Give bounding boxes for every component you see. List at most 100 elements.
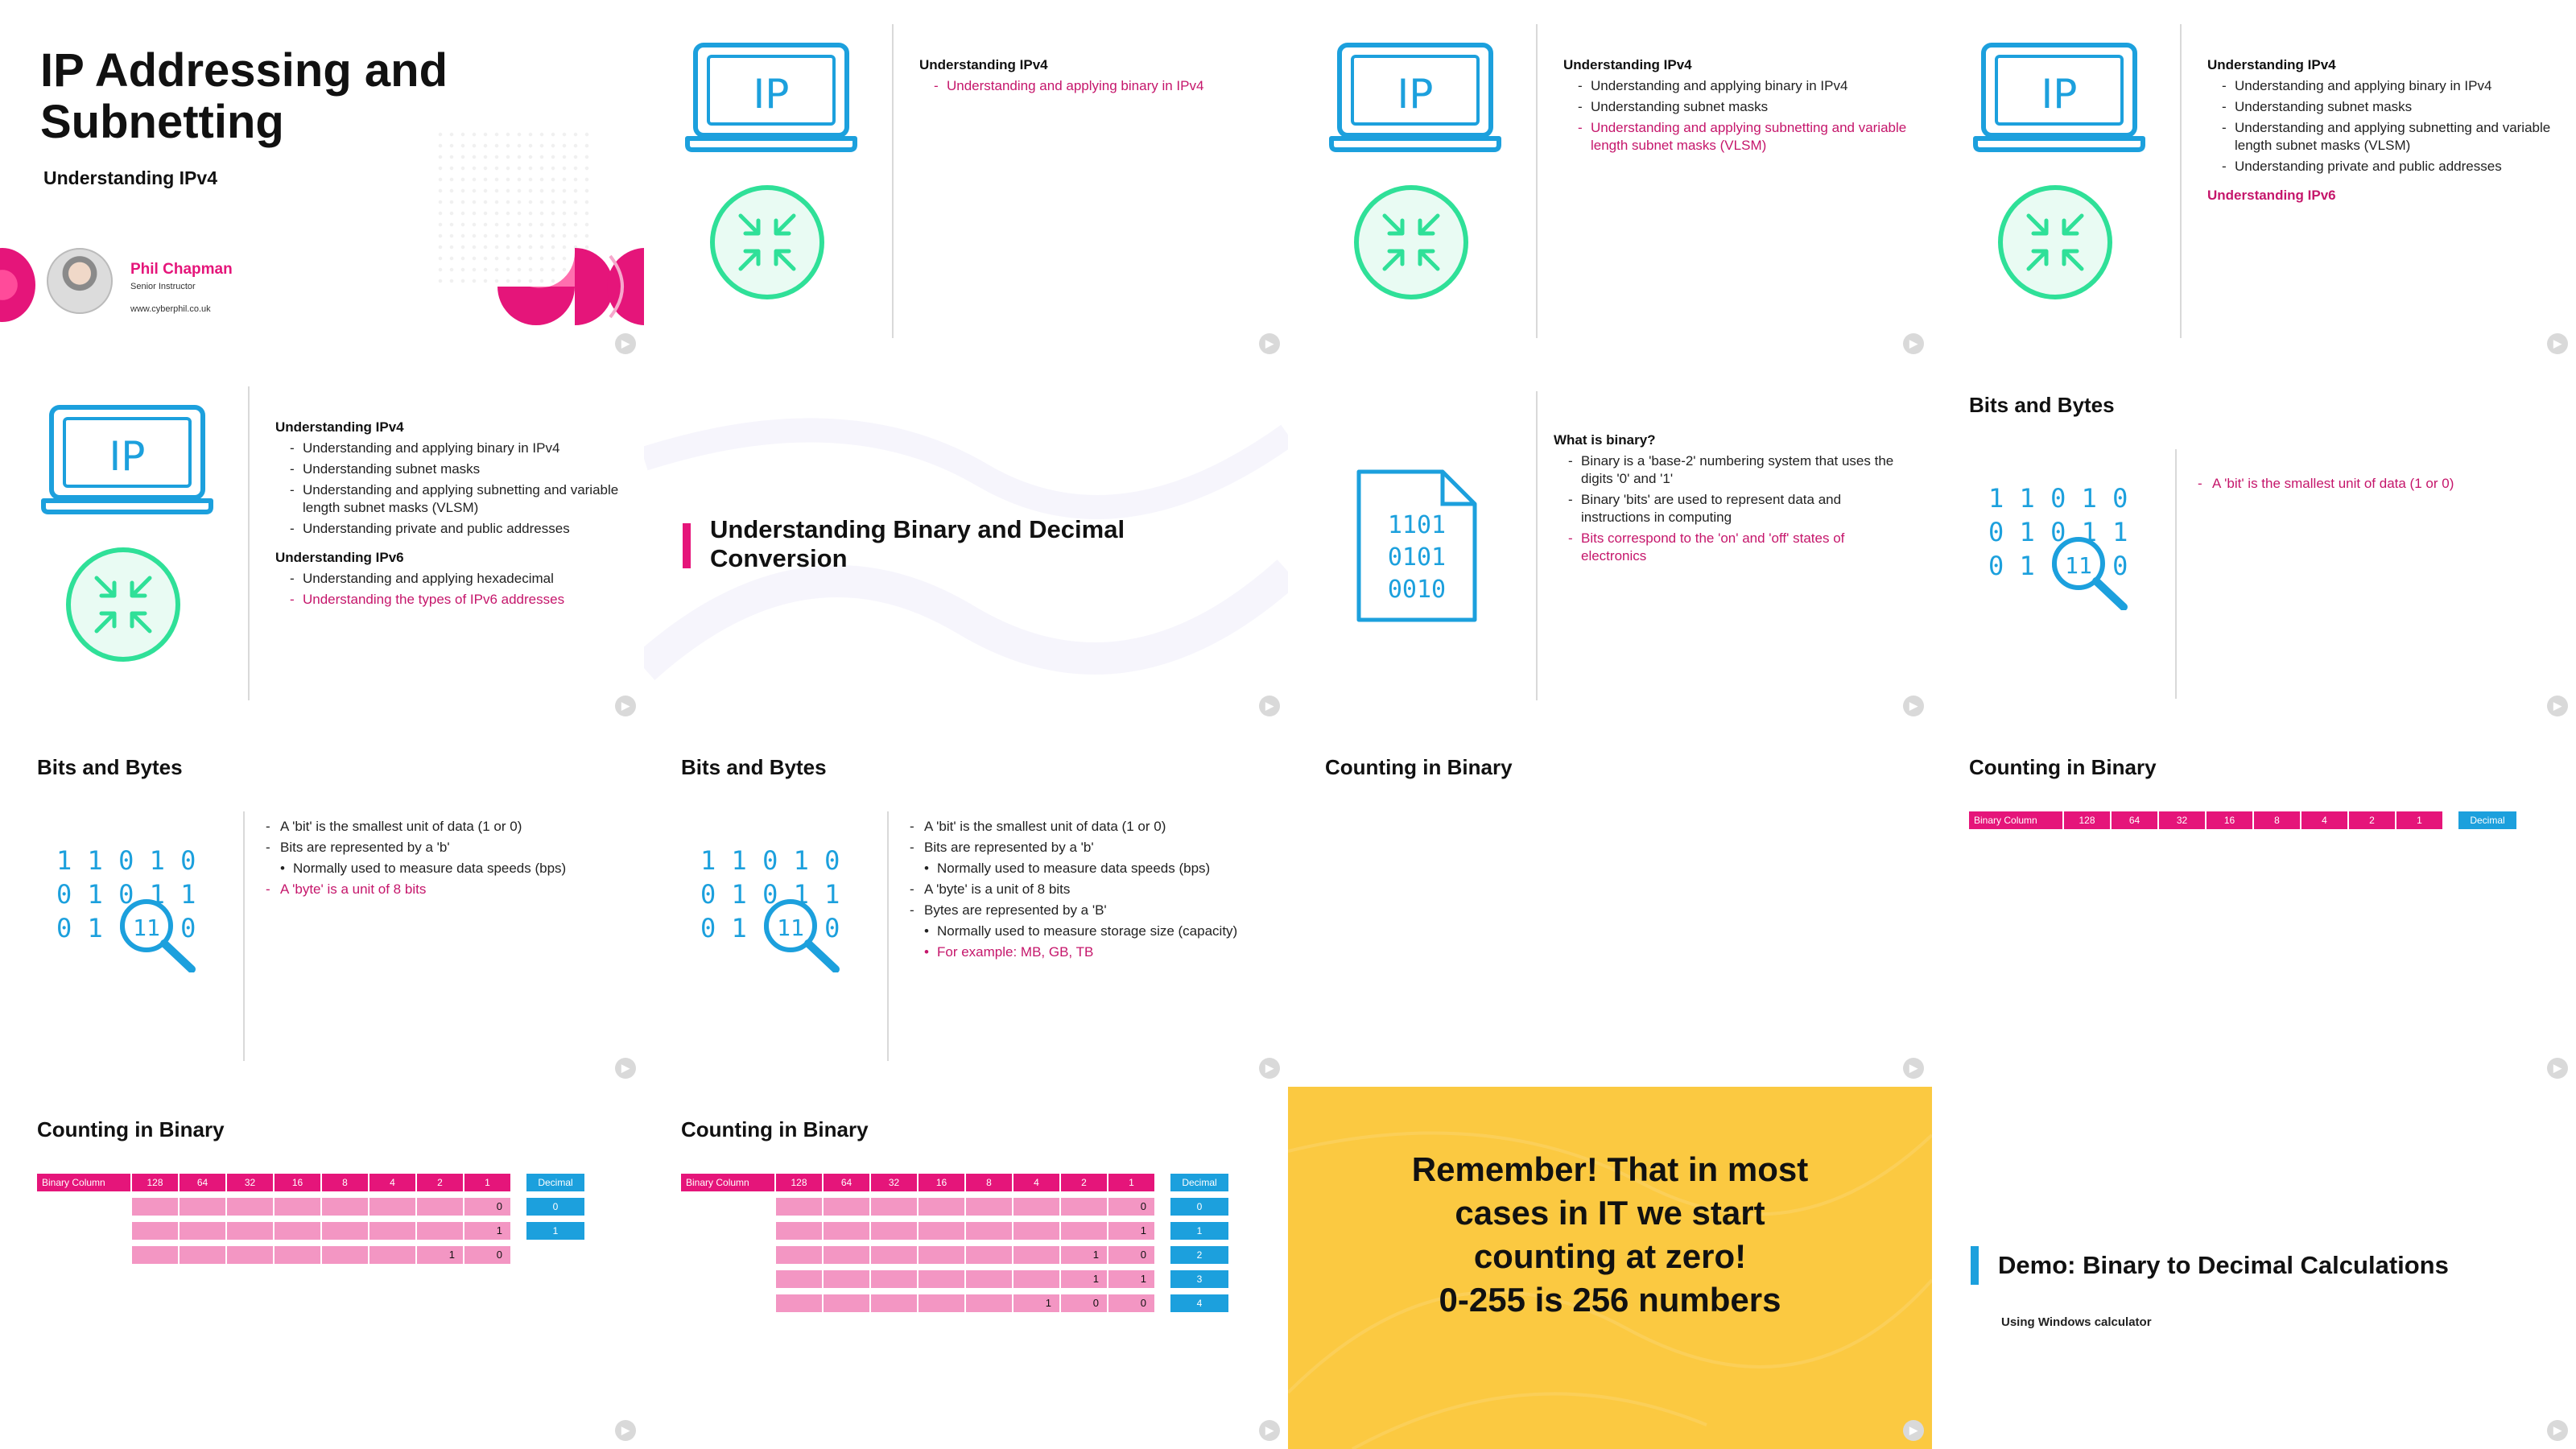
remember-line: Remember! That in most — [1411, 1150, 1809, 1188]
bit-cell — [132, 1246, 178, 1264]
arrows-in-circle-icon — [1352, 184, 1470, 301]
slide-8-bits-bytes[interactable]: Bits and Bytes A 'bit' is the smallest u… — [1932, 362, 2576, 724]
slide-6-section[interactable]: Understanding Binary and Decimal Convers… — [644, 362, 1288, 724]
bits-item: A 'bit' is the smallest unit of data (1 … — [2198, 475, 2552, 493]
slide-4-agenda[interactable]: Understanding IPv4 Understanding and app… — [1932, 0, 2576, 362]
swirl-background — [644, 418, 1288, 680]
play-icon[interactable]: ▶ — [1259, 696, 1280, 716]
column-header: 64 — [824, 1174, 869, 1191]
play-icon[interactable]: ▶ — [1903, 333, 1924, 354]
play-icon[interactable]: ▶ — [615, 1058, 636, 1079]
column-header: 128 — [2064, 811, 2110, 829]
agenda-item: Understanding and applying subnetting an… — [1578, 119, 1918, 155]
bit-cell — [871, 1270, 917, 1288]
slide-13-counting[interactable]: Counting in Binary Binary Column 128 64 … — [0, 1087, 644, 1449]
slide-15-remember[interactable]: Remember! That in most cases in IT we st… — [1288, 1087, 1932, 1449]
slide-11-counting[interactable]: Counting in Binary ▶ — [1288, 724, 1932, 1087]
bit-cell: 1 — [1061, 1246, 1107, 1264]
bit-cell — [966, 1246, 1012, 1264]
bit-cell — [919, 1294, 964, 1312]
column-header: 64 — [180, 1174, 225, 1191]
slide-16-demo[interactable]: Demo: Binary to Decimal Calculations Usi… — [1932, 1087, 2576, 1449]
slide-title: Counting in Binary — [1325, 755, 1513, 779]
agenda-item: Understanding private and public address… — [290, 520, 630, 538]
row-label-spacer — [681, 1222, 774, 1240]
bit-cell — [369, 1198, 415, 1216]
slide-9-bits-bytes[interactable]: Bits and Bytes A 'bit' is the smallest u… — [0, 724, 644, 1087]
agenda-item: Understanding and applying subnetting an… — [290, 481, 630, 517]
column-header: 1 — [464, 1174, 510, 1191]
bit-cell: 0 — [1061, 1294, 1107, 1312]
laptop-ip-icon — [684, 42, 858, 153]
column-header: 8 — [2254, 811, 2300, 829]
play-icon[interactable]: ▶ — [2547, 1420, 2568, 1441]
agenda-heading: Understanding IPv4 — [919, 57, 1048, 72]
bit-cell — [227, 1198, 273, 1216]
presenter-name: Phil Chapman — [130, 261, 233, 278]
arrows-in-circle-icon — [1996, 184, 2114, 301]
play-icon[interactable]: ▶ — [1259, 1058, 1280, 1079]
slide-1-title[interactable]: IP Addressing and Subnetting Understandi… — [0, 0, 644, 362]
play-icon[interactable]: ▶ — [2547, 696, 2568, 716]
slide-12-counting[interactable]: Counting in Binary Binary Column 128 64 … — [1932, 724, 2576, 1087]
bit-cell — [776, 1270, 822, 1288]
binary-search-icon — [1979, 473, 2140, 610]
agenda-text: Understanding IPv4 Understanding and app… — [1563, 56, 1918, 158]
row-label-spacer — [681, 1246, 774, 1264]
agenda-text: Understanding IPv4 Understanding and app… — [919, 56, 1274, 98]
slide-5-agenda[interactable]: Understanding IPv4 Understanding and app… — [0, 362, 644, 724]
slide-title: Bits and Bytes — [681, 755, 827, 779]
bit-cell: 1 — [1108, 1270, 1154, 1288]
bit-cell: 1 — [417, 1246, 463, 1264]
slide-7-what-is-binary[interactable]: What is binary? Binary is a 'base-2' num… — [1288, 362, 1932, 724]
slide-2-agenda[interactable]: Understanding IPv4 Understanding and app… — [644, 0, 1288, 362]
column-header: 128 — [776, 1174, 822, 1191]
agenda-heading-ipv6: Understanding IPv6 — [275, 550, 404, 565]
bit-cell — [919, 1246, 964, 1264]
bit-cell — [776, 1198, 822, 1216]
play-icon[interactable]: ▶ — [615, 333, 636, 354]
binary-item: Bits correspond to the 'on' and 'off' st… — [1568, 530, 1908, 565]
presenter-url: www.cyberphil.co.uk — [130, 304, 211, 314]
remember-line: counting at zero! — [1473, 1237, 1747, 1275]
bit-cell — [417, 1222, 463, 1240]
slide-3-agenda[interactable]: Understanding IPv4 Understanding and app… — [1288, 0, 1932, 362]
bit-cell — [871, 1294, 917, 1312]
bit-cell — [1013, 1270, 1059, 1288]
bit-cell — [824, 1294, 869, 1312]
bit-cell — [919, 1198, 964, 1216]
decimal-cell: 3 — [1170, 1270, 1228, 1288]
bit-cell — [417, 1198, 463, 1216]
decimal-cell: 0 — [1170, 1198, 1228, 1216]
slide-10-bits-bytes[interactable]: Bits and Bytes A 'bit' is the smallest u… — [644, 724, 1288, 1087]
binary-table-header: Binary Column 128 64 32 16 8 4 2 1 Decim… — [1969, 811, 2516, 829]
bits-text: A 'bit' is the smallest unit of data (1 … — [910, 815, 1264, 964]
bit-cell — [1013, 1198, 1059, 1216]
bits-subitem: Normally used to measure storage size (c… — [910, 923, 1264, 940]
bit-cell — [1061, 1198, 1107, 1216]
column-header: 32 — [871, 1174, 917, 1191]
play-icon[interactable]: ▶ — [1903, 696, 1924, 716]
slide-14-counting[interactable]: Counting in Binary Binary Column 128 64 … — [644, 1087, 1288, 1449]
play-icon[interactable]: ▶ — [1259, 333, 1280, 354]
bit-cell — [1061, 1222, 1107, 1240]
column-header: 2 — [2349, 811, 2395, 829]
play-icon[interactable]: ▶ — [1903, 1058, 1924, 1079]
bit-cell — [871, 1246, 917, 1264]
play-icon[interactable]: ▶ — [1259, 1420, 1280, 1441]
play-icon[interactable]: ▶ — [1903, 1420, 1924, 1441]
play-icon[interactable]: ▶ — [615, 1420, 636, 1441]
column-header: 128 — [132, 1174, 178, 1191]
bit-cell — [824, 1246, 869, 1264]
play-icon[interactable]: ▶ — [2547, 333, 2568, 354]
bit-cell — [966, 1222, 1012, 1240]
bit-cell: 1 — [464, 1222, 510, 1240]
play-icon[interactable]: ▶ — [615, 696, 636, 716]
demo-accent-bar — [1971, 1246, 1979, 1285]
deck-title: IP Addressing and Subnetting — [40, 44, 448, 148]
divider — [248, 386, 250, 700]
play-icon[interactable]: ▶ — [2547, 1058, 2568, 1079]
